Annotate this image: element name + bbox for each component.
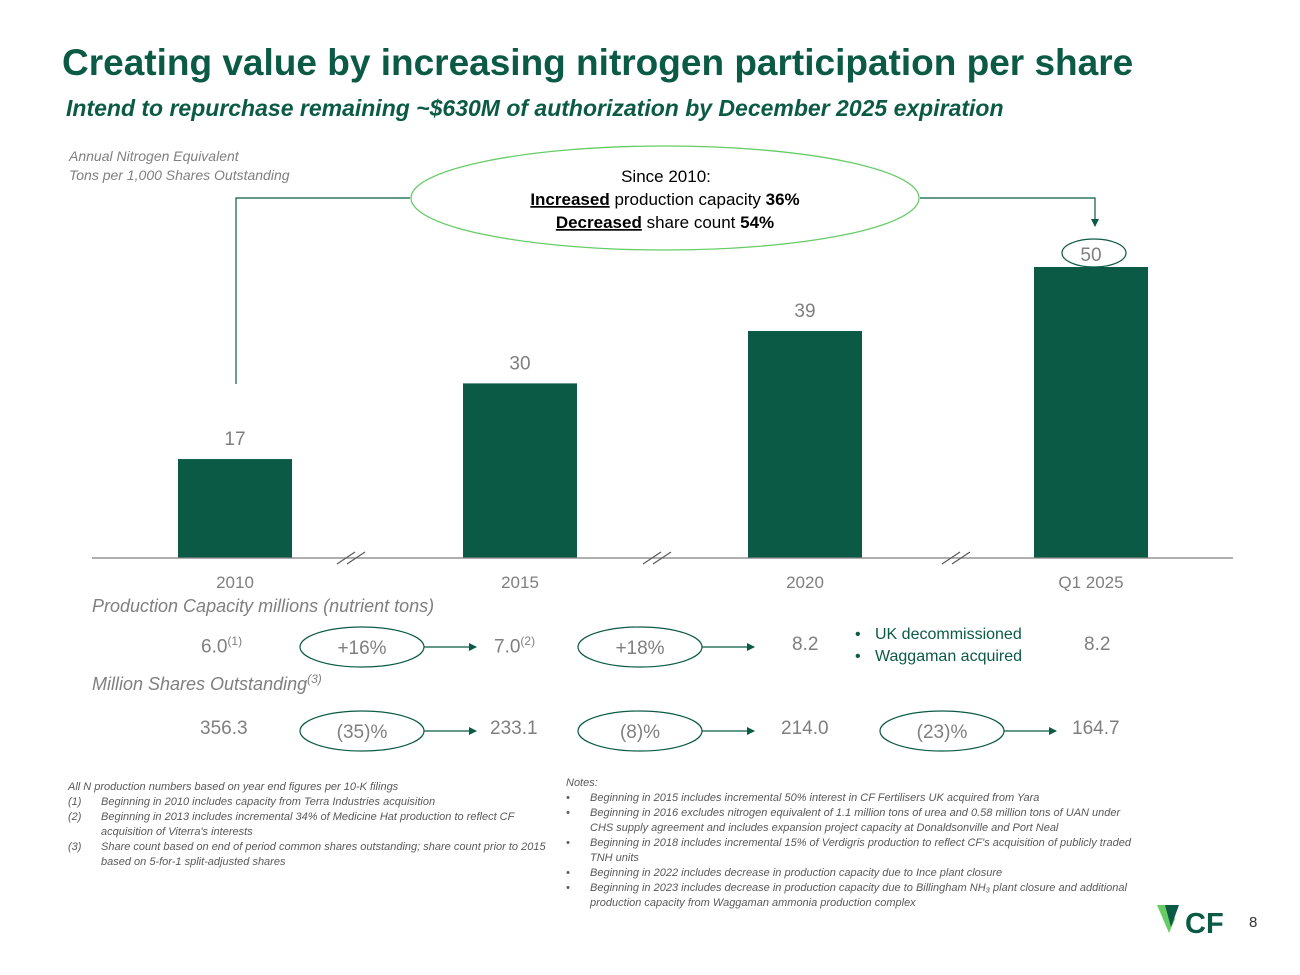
bar-2010	[178, 459, 292, 558]
shares-value-2025: 164.7	[1072, 718, 1120, 739]
logo-text: CF	[1185, 908, 1224, 937]
bar-2020	[748, 331, 862, 558]
production-value-2015-text: 7.0	[494, 636, 521, 658]
shares-value-2015: 233.1	[490, 718, 538, 739]
callout-ellipse	[410, 145, 920, 251]
bar-value-label: 30	[509, 353, 530, 374]
footnote-1: (1) Beginning in 2010 includes capacity f…	[68, 795, 548, 810]
production-value-2015: 7.0(2)	[494, 634, 535, 658]
capacity-bullets: UK decommissioned Waggaman acquired	[855, 624, 1022, 668]
bars-layer	[178, 267, 1148, 558]
footnote-3: (3) Share count based on end of period co…	[68, 840, 548, 870]
note-4-text: Beginning in 2022 includes decrease in p…	[590, 867, 1003, 879]
axis-break-mark	[336, 551, 356, 565]
production-value-2025: 8.2	[1084, 634, 1111, 655]
production-value-2010: 6.0(1)	[201, 634, 242, 658]
note-1: • Beginning in 2015 includes incremental …	[566, 792, 1040, 804]
note-1-text: Beginning in 2015 includes incremental 5…	[590, 792, 1040, 804]
last-bar-label-oval	[1061, 238, 1127, 268]
bar-value-label: 17	[224, 429, 245, 450]
y-axis-label-line1: Annual Nitrogen Equivalent	[69, 148, 239, 164]
category-label: 2015	[501, 573, 539, 592]
callout-decreased: Decreased	[556, 213, 642, 232]
category-labels-layer: 2010 2015 2020 Q1 2025	[216, 573, 1124, 592]
footnote-2-text: Beginning in 2013 includes incremental 3…	[101, 811, 515, 838]
shares-label-note: (3)	[307, 672, 322, 686]
axis-break-mark	[941, 551, 961, 565]
callout-line1: Since 2010:	[621, 167, 711, 186]
shares-change-1: (35)%	[337, 722, 388, 743]
note-3: • Beginning in 2018 includes incremental …	[566, 836, 1146, 866]
callout-line2-rest: production capacity	[610, 190, 766, 209]
category-label: Q1 2025	[1058, 573, 1123, 592]
footnote-3-num: (3)	[68, 841, 82, 853]
shares-label: Million Shares Outstanding(3)	[92, 672, 322, 695]
callout-line2-pct: 36%	[766, 190, 800, 209]
note-5-text: Beginning in 2023 includes decrease in p…	[590, 882, 1127, 909]
production-note-1: (1)	[227, 634, 243, 648]
bar-q1-2025	[1034, 267, 1148, 558]
note-4: • Beginning in 2022 includes decrease in …	[566, 867, 1003, 879]
category-label: 2020	[786, 573, 824, 592]
callout-increased: Increased	[530, 190, 609, 209]
production-change-2: +18%	[615, 638, 664, 659]
footnotes: All N production numbers based on year e…	[68, 780, 548, 870]
page-title: Creating value by increasing nitrogen pa…	[62, 42, 1134, 83]
footnote-2-num: (2)	[68, 811, 82, 823]
bullet-uk: UK decommissioned	[855, 624, 1022, 646]
notes: Notes: • Beginning in 2015 includes incre…	[566, 776, 1146, 911]
shares-value-2020: 214.0	[781, 718, 829, 739]
axis-break-mark	[951, 551, 971, 565]
bullet-waggaman: Waggaman acquired	[855, 646, 1022, 668]
production-change-1: +16%	[337, 638, 386, 659]
note-2-text: Beginning in 2016 excludes nitrogen equi…	[590, 807, 1121, 834]
axis-break-mark	[642, 551, 662, 565]
production-value-2010-text: 6.0	[201, 636, 228, 658]
production-changes: +16% +18%	[299, 626, 755, 668]
axis-break-mark	[652, 551, 672, 565]
note-5: • Beginning in 2023 includes decrease in …	[566, 881, 1146, 911]
category-label: 2010	[216, 573, 254, 592]
footnote-3-text: Share count based on end of period commo…	[101, 841, 546, 868]
footnote-1-text: Beginning in 2010 includes capacity from…	[101, 796, 436, 808]
callout-line2: Increased production capacity 36%	[530, 190, 799, 209]
y-axis-label-line2: Tons per 1,000 Shares Outstanding	[69, 167, 290, 183]
production-value-2020: 8.2	[792, 634, 819, 655]
production-note-2: (2)	[520, 634, 536, 648]
footnote-2: (2) Beginning in 2013 includes incrementa…	[68, 810, 548, 840]
shares-label-text: Million Shares Outstanding	[92, 674, 308, 694]
page-number: 8	[1249, 914, 1258, 931]
shares-change-3: (23)%	[917, 722, 968, 743]
shares-changes: (35)% (8)% (23)%	[299, 710, 1057, 752]
notes-heading: Notes:	[566, 777, 598, 789]
bar-labels-layer: 17 30 39 50	[224, 245, 1101, 450]
bar-2015	[463, 383, 577, 558]
y-axis-label: Annual Nitrogen Equivalent Tons per 1,00…	[69, 147, 290, 185]
cf-logo: CF	[1157, 905, 1224, 937]
page-subtitle: Intend to repurchase remaining ~$630M of…	[66, 95, 1004, 121]
bar-value-label: 50	[1080, 245, 1101, 266]
footnote-intro: All N production numbers based on year e…	[68, 781, 399, 793]
note-2: • Beginning in 2016 excludes nitrogen equ…	[566, 806, 1146, 836]
bar-value-label: 39	[794, 301, 815, 322]
callout-line3-rest: share count	[642, 213, 740, 232]
callout-line3: Decreased share count 54%	[556, 213, 774, 232]
shares-value-2010: 356.3	[200, 718, 248, 739]
callout-line3-pct: 54%	[740, 213, 774, 232]
axis-breaks	[336, 551, 971, 565]
production-label: Production Capacity millions (nutrient t…	[92, 596, 435, 616]
note-3-text: Beginning in 2018 includes incremental 1…	[590, 837, 1131, 864]
shares-change-2: (8)%	[620, 722, 660, 743]
axis-break-mark	[346, 551, 366, 565]
callout-connector	[235, 197, 1099, 384]
footnote-1-num: (1)	[68, 796, 82, 808]
